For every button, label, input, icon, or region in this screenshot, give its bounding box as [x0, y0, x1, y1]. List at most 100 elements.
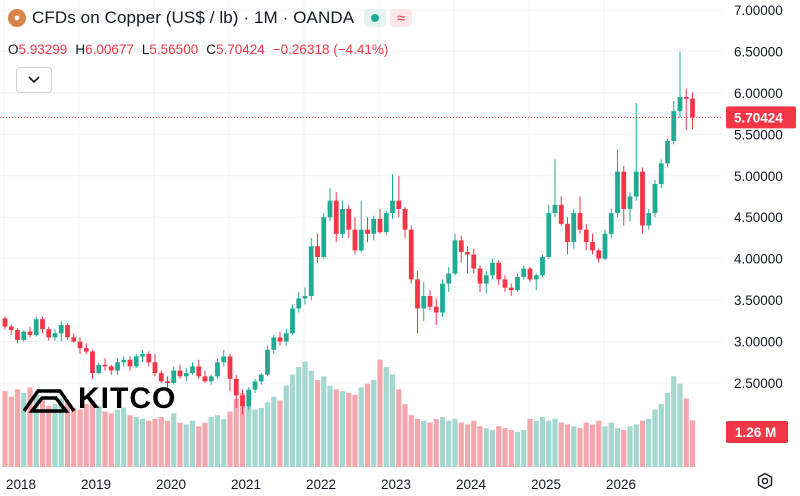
volume-bar: [308, 370, 314, 467]
candle-body: [108, 366, 114, 371]
volume-bar: [333, 389, 339, 467]
gear-icon[interactable]: [756, 472, 774, 490]
candle-body: [602, 233, 608, 259]
candle-body: [546, 213, 552, 258]
volume-bar: [408, 415, 414, 467]
collapse-legend-button[interactable]: [16, 67, 52, 93]
candle-body: [458, 240, 464, 253]
x-tick-label: 2026: [606, 477, 636, 492]
volume-bar: [39, 400, 46, 467]
volume-bar: [558, 422, 564, 467]
volume-bar: [577, 428, 583, 467]
volume-bar: [164, 420, 171, 467]
candle-body: [583, 229, 589, 243]
volume-bar: [296, 367, 302, 467]
volume-bar: [146, 420, 152, 467]
volume-bar: [414, 418, 421, 467]
volume-bar: [496, 426, 502, 467]
volume-bar: [314, 380, 321, 467]
volume-bar: [383, 367, 389, 467]
volume-bar: [358, 387, 364, 467]
candle-body: [540, 257, 545, 276]
volume-label: 1.26 M: [735, 425, 776, 440]
volume-bar: [389, 374, 396, 467]
volume-bar: [352, 394, 358, 467]
volume-bar: [539, 417, 546, 467]
low-value: 5.56500: [149, 42, 199, 57]
candle-body: [71, 337, 77, 342]
y-tick-label: 4.50000: [734, 210, 783, 225]
candle-body: [333, 200, 339, 234]
x-tick-label: 2023: [381, 477, 411, 492]
wave-icon[interactable]: ≈: [390, 9, 413, 27]
volume-bar: [564, 424, 571, 467]
volume-bar: [571, 426, 577, 467]
volume-bar: [71, 407, 77, 467]
x-tick-label: 2018: [6, 477, 36, 492]
volume-bar: [233, 398, 239, 467]
volume-label-bg: [726, 421, 788, 443]
candle-body: [490, 262, 495, 276]
candle-body: [477, 268, 483, 284]
volume-bar: [264, 402, 271, 467]
volume-bar: [202, 422, 208, 467]
volume-bar: [627, 426, 633, 467]
volume-bar: [502, 428, 508, 467]
candle-body: [527, 268, 533, 280]
volume-bar: [108, 413, 114, 467]
candle-body: [683, 97, 689, 99]
candle-body: [171, 370, 177, 383]
kitco-watermark: KITCO: [22, 382, 176, 416]
candle-body: [383, 213, 389, 233]
candle-body: [640, 171, 645, 226]
candle-body: [27, 331, 33, 335]
volume-bar: [664, 393, 671, 467]
volume-bar: [177, 422, 183, 467]
volume-bar: [527, 418, 533, 467]
volume-bar: [158, 417, 164, 467]
volume-bar: [552, 418, 558, 467]
ohlc-legend: O5.93299 H6.00677 L5.56500 C5.70424 −0.2…: [8, 42, 388, 57]
volume-bar: [514, 431, 521, 467]
volume-bar: [471, 420, 477, 467]
volume-bar: [133, 417, 139, 467]
symbol-title[interactable]: CFDs on Copper (US$ / lb) · 1M · OANDA: [32, 8, 355, 27]
candle-body: [452, 240, 458, 274]
kitco-logo-icon: [22, 389, 76, 413]
volume-bar: [602, 426, 608, 467]
candle-body: [515, 276, 520, 291]
volume-bar: [433, 418, 439, 467]
volume-bar: [614, 428, 621, 467]
candle-body: [115, 362, 120, 371]
volume-bar: [683, 398, 689, 467]
volume-bar: [339, 391, 346, 467]
candle-body: [577, 213, 583, 230]
volume-bar: [446, 420, 452, 467]
candle-body: [421, 295, 427, 309]
candle-body: [158, 373, 164, 382]
candle-body: [246, 389, 252, 407]
x-tick-label: 2022: [306, 477, 336, 492]
candle-body: [65, 324, 70, 338]
close-value: 5.70424: [215, 42, 265, 57]
y-tick-label: 5.00000: [734, 169, 783, 184]
candle-body: [15, 329, 20, 340]
volume-bar: [152, 418, 158, 467]
market-open-dot-icon[interactable]: [364, 9, 387, 27]
candle-body: [346, 208, 352, 230]
candle-body: [665, 140, 670, 164]
candle-body: [233, 378, 239, 396]
candle-body: [496, 262, 502, 280]
candle-body: [652, 184, 658, 214]
volume-bar: [439, 417, 446, 467]
candle-body: [196, 366, 202, 377]
high-key: H: [75, 42, 86, 57]
candle-body: [402, 208, 408, 230]
volume-bar: [46, 405, 52, 467]
candle-body: [408, 229, 414, 280]
volume-bar: [658, 404, 664, 467]
volume-bar: [364, 383, 371, 467]
volume-bar: [127, 415, 133, 467]
copper-symbol-icon[interactable]: ●: [8, 9, 26, 27]
